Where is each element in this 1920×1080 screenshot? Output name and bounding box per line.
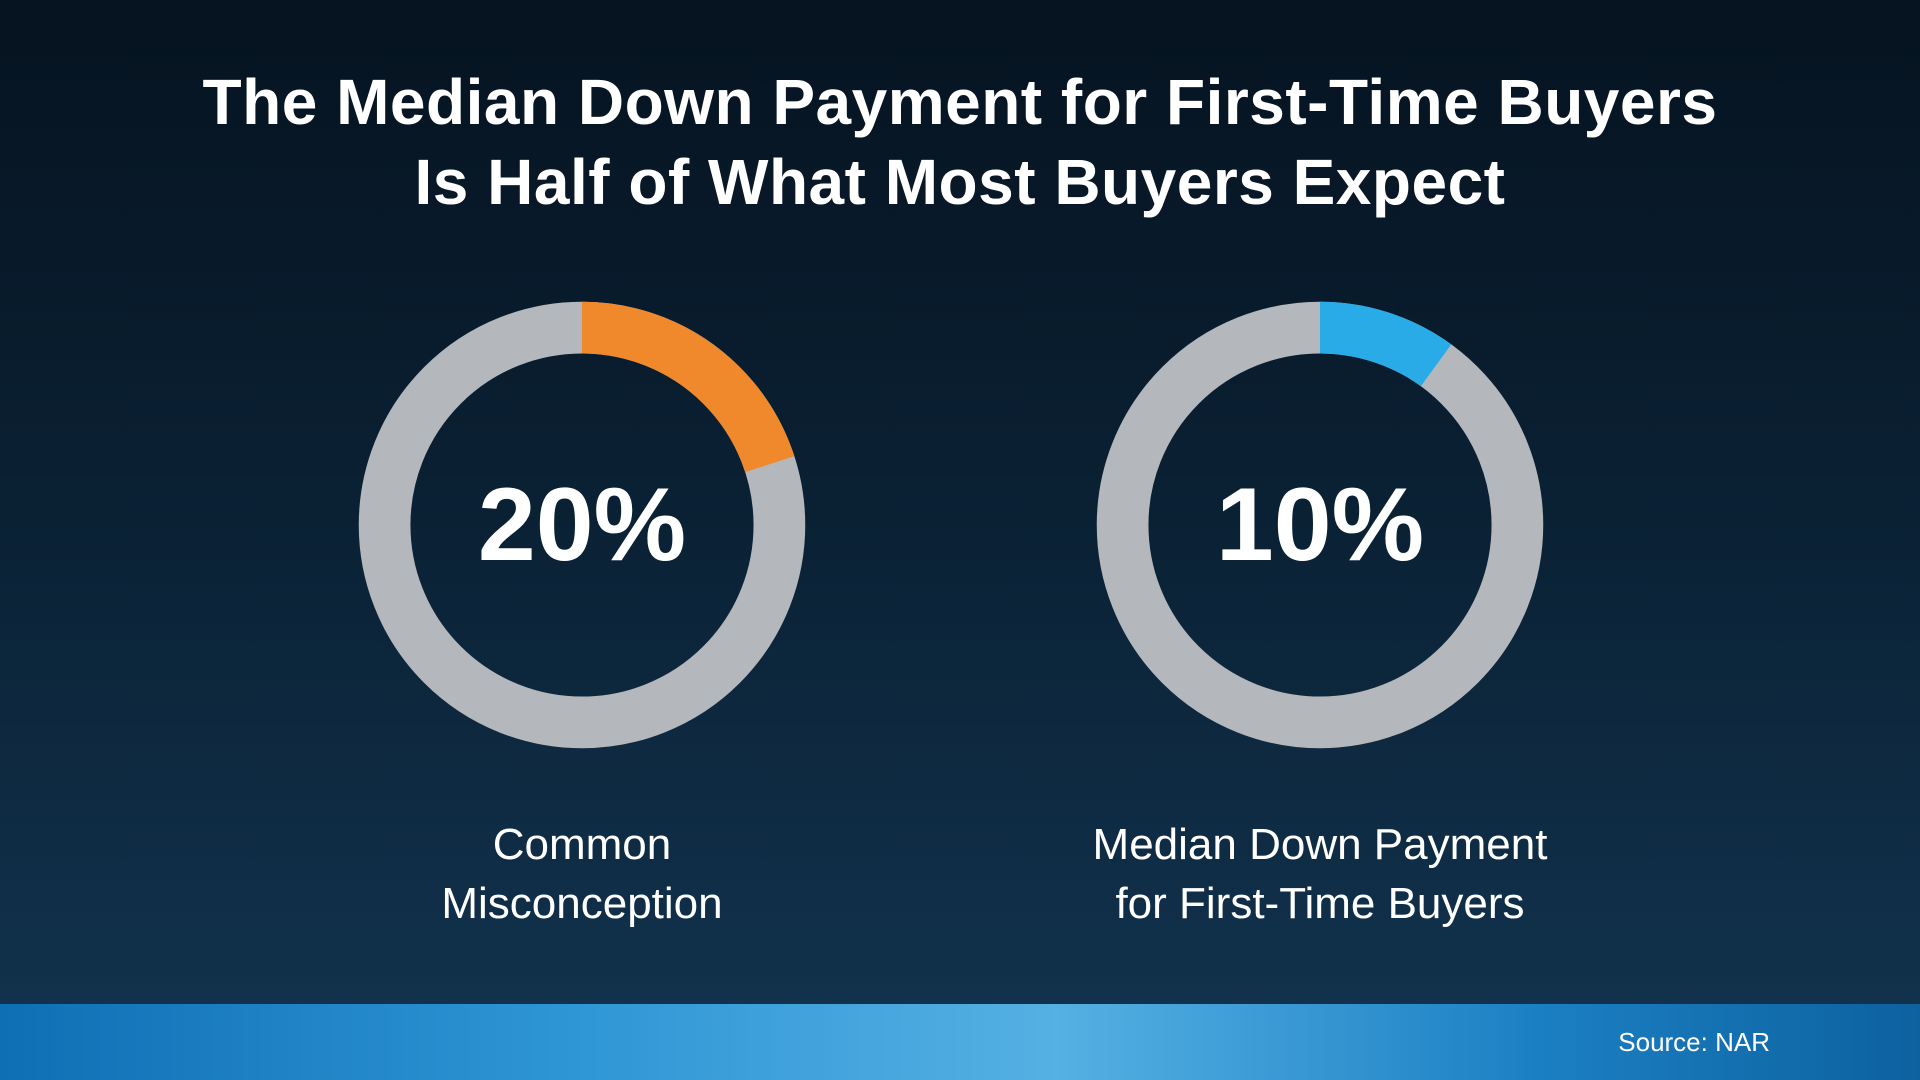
page-title-line-2: Is Half of What Most Buyers Expect: [414, 146, 1506, 218]
donut-chart-median: 10%: [1085, 290, 1555, 760]
caption-line-2: Misconception: [441, 879, 723, 929]
chart-common-misconception: 20% Common Misconception: [347, 290, 817, 934]
charts-row: 20% Common Misconception 10% Median Down…: [0, 290, 1920, 934]
caption-line-1: Median Down Payment: [1092, 820, 1548, 869]
donut-caption-misconception: Common Misconception: [441, 815, 722, 934]
page-title: The Median Down Payment for First-Time B…: [0, 0, 1920, 222]
donut-value-misconception: 20%: [477, 466, 687, 583]
donut-caption-median: Median Down Payment for First-Time Buyer…: [1093, 815, 1548, 934]
donut-ring-misconception: [358, 301, 806, 749]
caption-line-1: Common: [492, 820, 672, 869]
chart-median-down-payment: 10% Median Down Payment for First-Time B…: [1085, 290, 1555, 934]
donut-value-median: 10%: [1215, 466, 1425, 583]
donut-ring-median: [1096, 301, 1544, 749]
source-attribution: Source: NAR: [1618, 1026, 1770, 1057]
page-title-line-1: The Median Down Payment for First-Time B…: [202, 66, 1718, 138]
donut-chart-misconception: 20%: [347, 290, 817, 760]
caption-line-2: for First-Time Buyers: [1115, 879, 1525, 929]
footer-bar: Source: NAR: [0, 1004, 1920, 1080]
